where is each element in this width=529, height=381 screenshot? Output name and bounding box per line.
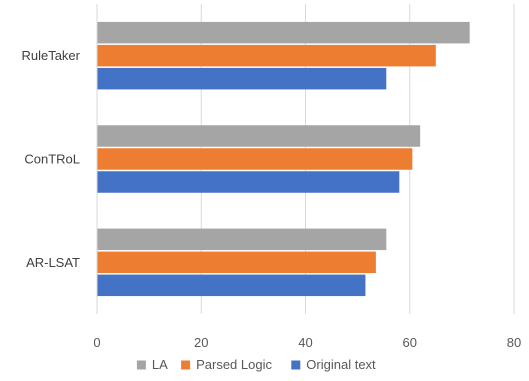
x-tick-label: 60 — [403, 335, 417, 350]
bar-la — [97, 228, 387, 251]
legend-label: LA — [152, 357, 168, 372]
legend-label: Parsed Logic — [196, 357, 272, 372]
legend-swatch — [136, 360, 146, 370]
x-tick-label: 80 — [507, 335, 521, 350]
legend-swatch — [291, 360, 301, 370]
bar-la — [97, 125, 421, 147]
legend: LA Parsed Logic Original text — [136, 357, 376, 372]
x-tick-label: 40 — [298, 335, 312, 350]
bar-parsed-logic — [97, 148, 413, 170]
bar-parsed-logic — [97, 251, 376, 274]
legend-swatch — [181, 360, 191, 370]
y-category-label: ConTRoL — [24, 152, 80, 167]
legend-label: Original text — [306, 357, 376, 372]
y-category-label: AR-LSAT — [26, 255, 80, 270]
x-tick-label: 20 — [194, 335, 208, 350]
bar-la — [97, 21, 470, 44]
bar-original-text — [97, 171, 400, 193]
bar-original-text — [97, 274, 366, 297]
axes: 0 20 40 60 80 RuleTaker ConTRoL AR-LSAT — [21, 4, 521, 350]
bars — [97, 21, 470, 297]
y-category-label: RuleTaker — [21, 48, 80, 63]
bar-parsed-logic — [97, 44, 436, 67]
x-tick-label: 0 — [93, 335, 100, 350]
bar-original-text — [97, 67, 387, 90]
